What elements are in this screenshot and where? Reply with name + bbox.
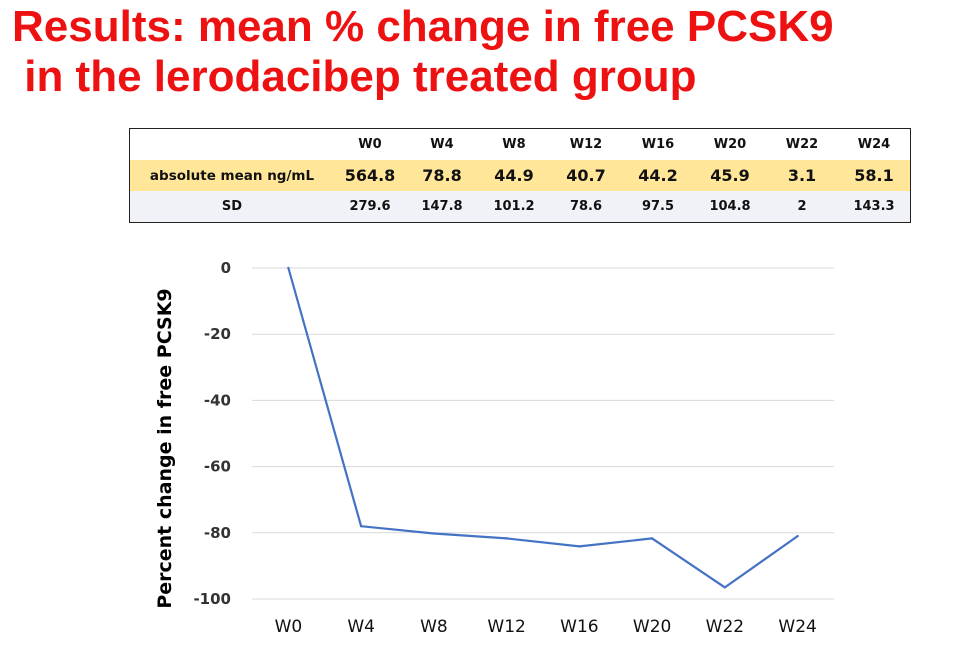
table-cell: 58.1 xyxy=(838,160,911,191)
y-tick-label: -20 xyxy=(204,325,231,343)
table-header-cell: W22 xyxy=(766,128,838,160)
data-point xyxy=(432,532,436,535)
table-header-cell: W12 xyxy=(550,128,622,160)
gridlines xyxy=(252,267,834,600)
x-tick-label: W16 xyxy=(560,617,598,637)
table-cell: 3.1 xyxy=(766,160,838,191)
table-cell: 279.6 xyxy=(334,191,406,223)
table-row-label: absolute mean ng/mL xyxy=(129,160,334,191)
table-cell: 45.9 xyxy=(694,160,766,191)
title-line-2: in the lerodacibep treated group xyxy=(12,52,697,101)
x-tick-label: W4 xyxy=(347,617,375,637)
table-row-sd: SD 279.6 147.8 101.2 78.6 97.5 104.8 2 1… xyxy=(129,191,911,223)
y-tick-label: 0 xyxy=(221,259,231,277)
series-layer xyxy=(287,266,799,589)
x-tick-label: W12 xyxy=(487,617,525,637)
series-line xyxy=(287,267,799,589)
x-tick-label: W20 xyxy=(633,617,671,637)
table-row-label: SD xyxy=(129,191,334,223)
table-cell: 97.5 xyxy=(622,191,694,223)
table-cell: 564.8 xyxy=(334,160,406,191)
y-axis-label: Percent change in free PCSK9 xyxy=(154,288,176,608)
data-point xyxy=(796,534,799,538)
data-point xyxy=(287,266,290,270)
table-header-cell: W24 xyxy=(838,128,911,160)
y-tick-label: -40 xyxy=(204,391,231,409)
table-header-cell: W16 xyxy=(622,128,694,160)
x-axis-ticks: W0 W4 W8 W12 W16 W20 W22 W24 xyxy=(275,617,817,637)
x-tick-label: W0 xyxy=(275,617,303,637)
data-point xyxy=(505,537,508,540)
data-point xyxy=(723,586,727,589)
data-point xyxy=(578,545,581,548)
data-point xyxy=(359,524,363,528)
table-header-row: W0 W4 W8 W12 W16 W20 W22 W24 xyxy=(129,128,911,160)
x-tick-label: W22 xyxy=(706,617,744,637)
table-cell: 143.3 xyxy=(838,191,911,223)
table-cell: 101.2 xyxy=(478,191,550,223)
x-tick-label: W8 xyxy=(420,617,448,637)
table-header-cell: W8 xyxy=(478,128,550,160)
table-header-cell xyxy=(129,128,334,160)
y-tick-label: -60 xyxy=(204,458,231,476)
y-axis-ticks: 0 -20 -40 -60 -80 -100 xyxy=(193,259,231,608)
table-cell: 2 xyxy=(766,191,838,223)
table-cell: 44.9 xyxy=(478,160,550,191)
table-header-cell: W0 xyxy=(334,128,406,160)
table-row-mean: absolute mean ng/mL 564.8 78.8 44.9 40.7… xyxy=(129,160,911,191)
table-header-cell: W4 xyxy=(406,128,478,160)
table-cell: 104.8 xyxy=(694,191,766,223)
summary-table: W0 W4 W8 W12 W16 W20 W22 W24 absolute me… xyxy=(129,128,911,223)
title-line-1: Results: mean % change in free PCSK9 xyxy=(12,2,834,51)
data-point xyxy=(650,537,654,540)
table-cell: 44.2 xyxy=(622,160,694,191)
table-cell: 40.7 xyxy=(550,160,622,191)
x-tick-label: W24 xyxy=(778,617,816,637)
table-cell: 147.8 xyxy=(406,191,478,223)
table-header-cell: W20 xyxy=(694,128,766,160)
slide-title: Results: mean % change in free PCSK9 in … xyxy=(12,2,834,102)
table-cell: 78.6 xyxy=(550,191,622,223)
y-tick-label: -100 xyxy=(193,590,231,608)
y-tick-label: -80 xyxy=(204,524,231,542)
table-cell: 78.8 xyxy=(406,160,478,191)
